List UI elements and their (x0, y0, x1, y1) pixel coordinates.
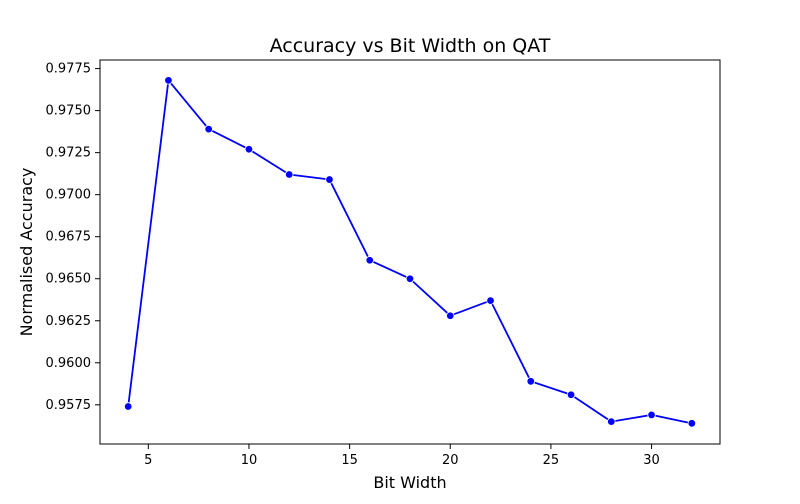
x-tick-label: 30 (643, 453, 660, 468)
data-point (526, 377, 535, 386)
x-axis: 5 10 15 20 25 30 (144, 444, 660, 468)
x-tick-label: 25 (543, 453, 560, 468)
data-point (486, 296, 495, 305)
y-tick-label: 0.9650 (46, 272, 92, 287)
data-point (123, 402, 133, 411)
plot-frame (99, 59, 721, 445)
series-layer (123, 76, 697, 428)
data-point (365, 256, 374, 265)
y-axis: 0.9575 0.9600 0.9625 0.9650 0.9675 0.9700 0.97… (46, 62, 100, 413)
data-point (244, 145, 254, 154)
x-tick-label: 20 (442, 453, 459, 468)
x-tick-label: 10 (241, 453, 258, 468)
plot-area (99, 59, 721, 445)
data-point (285, 170, 294, 179)
y-axis-title: Normalised Accuracy (17, 168, 36, 337)
y-tick-label: 0.9625 (46, 314, 92, 329)
data-point (687, 419, 697, 428)
x-tick-label: 5 (144, 453, 152, 468)
y-tick-label: 0.9600 (46, 356, 92, 371)
y-tick-label: 0.9750 (46, 104, 92, 119)
data-point (607, 417, 616, 426)
y-tick-label: 0.9775 (46, 62, 92, 77)
y-tick-label: 0.9675 (46, 230, 92, 245)
data-point (164, 76, 173, 85)
data-point (566, 390, 576, 399)
plot-background (100, 60, 720, 444)
data-point (405, 274, 415, 283)
data-point (647, 410, 656, 420)
chart-title: Accuracy vs Bit Width on QAT (270, 35, 551, 57)
y-tick-label: 0.9575 (46, 398, 92, 413)
data-point (204, 124, 213, 134)
y-tick-label: 0.9725 (46, 146, 92, 161)
x-axis-title: Bit Width (373, 473, 446, 492)
y-tick-label: 0.9700 (46, 188, 92, 203)
data-point (325, 175, 334, 184)
x-tick-label: 15 (341, 453, 358, 468)
data-point (446, 311, 455, 320)
